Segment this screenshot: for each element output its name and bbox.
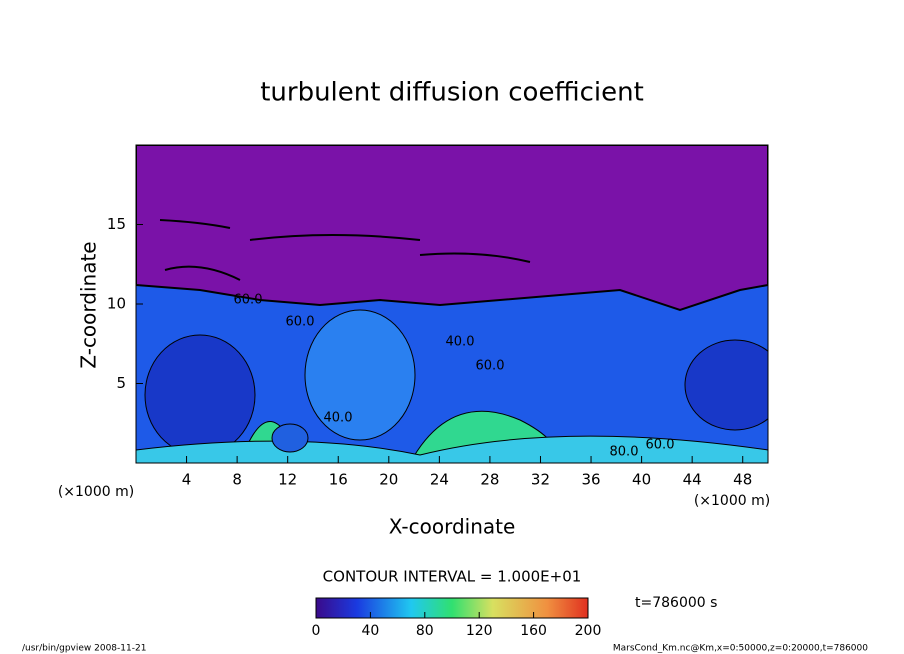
x-tick-label: 48 — [733, 471, 752, 489]
contour-label: 40.0 — [324, 411, 353, 426]
x-tick-label: 28 — [480, 471, 499, 489]
colorbar-tick-label: 0 — [312, 623, 321, 639]
x-axis-label: X-coordinate — [389, 515, 516, 539]
contour-label: 80.0 — [610, 445, 639, 460]
field-region — [271, 423, 309, 453]
colorbar-tick-label: 160 — [520, 623, 547, 639]
contour-interval: CONTOUR INTERVAL = 1.000E+01 — [323, 568, 582, 586]
field-region — [144, 334, 256, 456]
colorbar-tick-label: 120 — [466, 623, 493, 639]
contour-line — [159, 219, 531, 281]
colorbar-tick-label: 40 — [361, 623, 379, 639]
x-tick-label: 44 — [683, 471, 702, 489]
x-tick-label: 12 — [278, 471, 297, 489]
y-tick-label: 10 — [107, 295, 126, 313]
colorbar — [315, 597, 589, 619]
footer-right: MarsCond_Km.nc@Km,x=0:50000,z=0:20000,t=… — [613, 644, 868, 654]
field-region — [136, 145, 768, 312]
colorbar-tick-label: 200 — [575, 623, 602, 639]
chart-title: turbulent diffusion coefficient — [260, 78, 644, 108]
x-tick-label: 8 — [232, 471, 242, 489]
field-region — [304, 309, 416, 441]
colorbar-tick-label: 80 — [416, 623, 434, 639]
x-unit: (×1000 m) — [58, 484, 134, 500]
contour-label: 60.0 — [476, 359, 505, 374]
x-tick-label: 32 — [531, 471, 550, 489]
x-tick-label: 24 — [430, 471, 449, 489]
x-unit: (×1000 m) — [694, 493, 770, 509]
x-tick-label: 40 — [632, 471, 651, 489]
x-tick-label: 4 — [182, 471, 192, 489]
y-tick-label: 15 — [107, 215, 126, 233]
y-axis-label: Z-coordinate — [77, 241, 101, 368]
x-tick-label: 36 — [581, 471, 600, 489]
x-tick-label: 16 — [329, 471, 348, 489]
contour-label: 40.0 — [446, 335, 475, 350]
contour-label: 60.0 — [646, 438, 675, 453]
time-label: t=786000 s — [635, 595, 717, 611]
footer-left: /usr/bin/gpview 2008-11-21 — [22, 644, 146, 654]
contour-field — [136, 145, 768, 463]
contour-label: 60.0 — [234, 293, 263, 308]
contour-label: 60.0 — [286, 315, 315, 330]
field-region — [684, 339, 768, 431]
x-tick-label: 20 — [379, 471, 398, 489]
y-tick-label: 5 — [116, 374, 126, 392]
